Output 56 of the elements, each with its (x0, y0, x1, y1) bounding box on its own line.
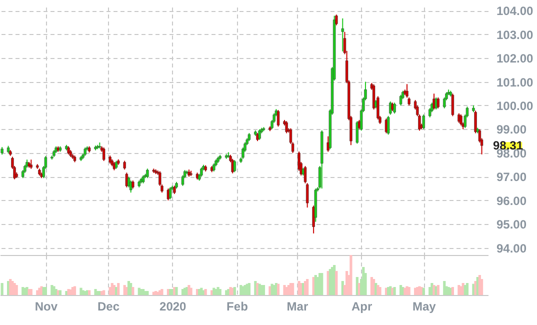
y-tick-label: 96.00 (496, 194, 527, 208)
y-tick-label: 101.00 (496, 75, 534, 90)
x-tick-label: Mar (286, 300, 308, 314)
bar (117, 283, 120, 295)
candlestick (125, 172, 128, 188)
y-tick-label: 99.00 (496, 122, 527, 137)
candlestick (451, 93, 454, 117)
candlestick (298, 151, 300, 172)
candlestick (460, 114, 462, 126)
x-tick-label: May (412, 300, 436, 314)
candlestick (258, 128, 261, 140)
bar (218, 289, 222, 295)
bar (292, 283, 294, 295)
bar (306, 279, 309, 295)
y-tick-label: 94.00 (496, 241, 527, 256)
y-tick-label: 100.00 (496, 98, 534, 113)
candlestick (386, 115, 390, 136)
candlestick (166, 188, 170, 201)
y-tick-label: 103.00 (496, 28, 534, 42)
candlestick (146, 168, 149, 179)
bar (474, 281, 477, 295)
x-tick-label: Nov (34, 300, 58, 314)
x-tick-label: Dec (97, 300, 120, 314)
candlestick (233, 160, 236, 173)
bar (15, 285, 18, 295)
bar (58, 290, 62, 295)
candlestick (436, 96, 440, 109)
bar (102, 290, 106, 295)
bar (350, 255, 352, 295)
candlestick (406, 84, 408, 98)
candlestick (341, 18, 344, 52)
bar (276, 284, 280, 295)
x-tick-label: Apr (351, 300, 372, 314)
bar (0, 283, 4, 295)
y-tick-label: 97.00 (496, 170, 527, 184)
candlestick (384, 118, 388, 134)
bar (80, 288, 82, 295)
bar (335, 271, 338, 295)
bar (408, 287, 410, 295)
candlestick (399, 94, 402, 106)
candlestick (200, 166, 203, 178)
x-tick-label: Feb (226, 300, 248, 314)
bar (466, 283, 469, 295)
candlestick (242, 146, 244, 160)
candlestick (393, 102, 396, 114)
bar (190, 288, 192, 295)
y-tick-label: 102.00 (496, 52, 534, 66)
y-tick-label: 95.00 (496, 218, 527, 232)
bar (132, 287, 134, 295)
bar (262, 285, 266, 295)
bar (73, 286, 76, 295)
candlestick (474, 110, 477, 134)
x-tick-label: 2020 (160, 300, 187, 314)
candlestick (168, 186, 172, 200)
y-tick-label: 104.00 (496, 4, 534, 18)
bar (480, 279, 484, 295)
